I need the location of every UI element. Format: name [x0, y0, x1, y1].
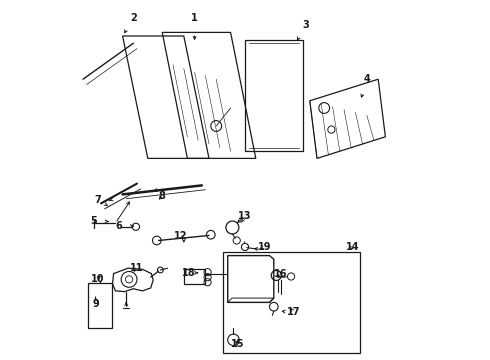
Text: 17: 17: [287, 307, 300, 318]
Text: 4: 4: [364, 74, 371, 84]
Bar: [184, 269, 205, 284]
Bar: [88, 283, 112, 328]
Text: 1: 1: [191, 13, 198, 23]
Text: 19: 19: [258, 242, 271, 252]
Text: 9: 9: [92, 299, 99, 309]
Text: 18: 18: [182, 268, 196, 278]
Text: 2: 2: [130, 13, 137, 23]
Text: 3: 3: [303, 20, 310, 30]
Text: 11: 11: [130, 263, 144, 273]
Text: 5: 5: [91, 216, 97, 226]
Text: 13: 13: [238, 211, 252, 221]
Bar: [223, 252, 360, 353]
Text: 10: 10: [91, 274, 104, 284]
Text: 14: 14: [346, 242, 360, 252]
Text: 15: 15: [231, 339, 245, 349]
Text: 8: 8: [159, 191, 166, 201]
Text: 6: 6: [116, 221, 122, 231]
Text: 12: 12: [173, 231, 187, 241]
Text: 16: 16: [274, 269, 288, 279]
Text: 7: 7: [94, 195, 101, 205]
